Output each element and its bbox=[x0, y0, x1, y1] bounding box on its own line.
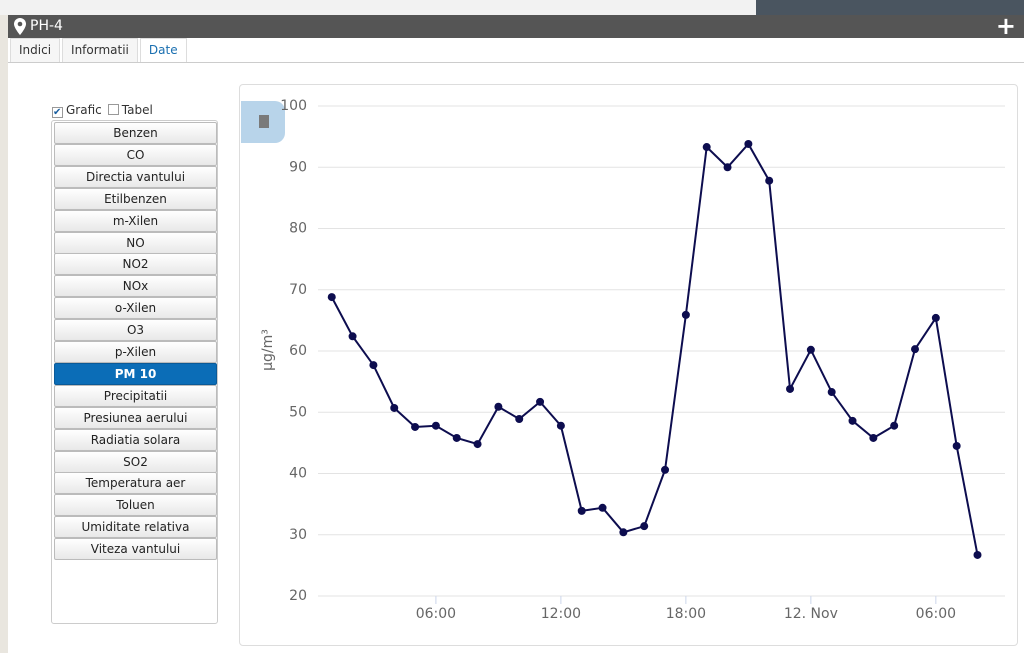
window-header: PH-4 + bbox=[8, 12, 1024, 40]
parameter-button[interactable]: NO2 bbox=[54, 253, 217, 276]
data-point bbox=[577, 506, 586, 515]
data-point bbox=[515, 414, 524, 423]
checkbox-label: Grafic bbox=[66, 103, 102, 117]
menu-icon bbox=[259, 115, 269, 128]
expand-button[interactable]: + bbox=[995, 12, 1016, 40]
x-tick-label: 06:00 bbox=[416, 606, 456, 622]
data-point bbox=[931, 313, 940, 322]
data-point bbox=[369, 361, 378, 370]
pin-icon bbox=[14, 18, 26, 35]
data-point bbox=[494, 402, 503, 411]
data-point bbox=[973, 550, 982, 559]
tab[interactable]: Date bbox=[139, 38, 187, 62]
parameter-button[interactable]: Toluen bbox=[54, 494, 217, 517]
checkbox-option[interactable]: ✔ Grafic bbox=[52, 103, 102, 118]
parameter-button[interactable]: m-Xilen bbox=[54, 209, 217, 232]
checkbox-label: Tabel bbox=[121, 103, 153, 117]
data-point bbox=[327, 293, 336, 302]
data-point bbox=[348, 332, 357, 341]
x-tick-label: 12:00 bbox=[541, 606, 581, 622]
data-point bbox=[640, 522, 649, 531]
y-tick-label: 80 bbox=[289, 221, 307, 237]
data-point bbox=[890, 421, 899, 430]
parameter-button[interactable]: SO2 bbox=[54, 450, 217, 473]
background-image bbox=[756, 0, 1024, 15]
y-tick-label: 100 bbox=[280, 98, 307, 114]
y-axis-label: µg/m³ bbox=[260, 329, 276, 371]
data-point bbox=[827, 388, 836, 397]
parameter-button[interactable]: o-Xilen bbox=[54, 297, 217, 320]
parameter-button[interactable]: NO bbox=[54, 231, 217, 254]
parameter-button[interactable]: p-Xilen bbox=[54, 341, 217, 363]
y-tick-label: 40 bbox=[289, 466, 307, 482]
data-point bbox=[911, 345, 920, 354]
data-point bbox=[681, 310, 690, 319]
y-tick-label: 30 bbox=[289, 527, 307, 543]
data-point bbox=[390, 403, 399, 412]
data-point bbox=[723, 163, 732, 172]
window-title: PH-4 bbox=[30, 18, 63, 34]
checkbox-option[interactable]: Tabel bbox=[107, 103, 153, 117]
data-point bbox=[744, 139, 753, 148]
data-point bbox=[452, 433, 461, 442]
parameter-button[interactable]: Benzen bbox=[54, 122, 217, 144]
parameter-button[interactable]: Precipitatii bbox=[54, 384, 217, 407]
data-line bbox=[330, 142, 979, 556]
checkbox[interactable] bbox=[107, 104, 119, 115]
data-point bbox=[473, 440, 482, 449]
tab[interactable]: Informatii bbox=[62, 38, 138, 62]
parameter-button[interactable]: Etilbenzen bbox=[54, 187, 217, 210]
data-point bbox=[869, 433, 878, 442]
data-point bbox=[536, 397, 545, 406]
data-point bbox=[411, 422, 420, 431]
chart-container bbox=[239, 84, 1018, 646]
x-tick-label: 18:00 bbox=[666, 606, 706, 622]
y-tick-label: 90 bbox=[289, 159, 307, 175]
data-point bbox=[806, 345, 815, 354]
parameter-button[interactable]: Directia vantului bbox=[54, 165, 217, 188]
parameter-button[interactable]: CO bbox=[54, 143, 217, 166]
tab[interactable]: Indici bbox=[10, 38, 61, 62]
parameter-button[interactable]: O3 bbox=[54, 319, 217, 342]
data-point bbox=[765, 176, 774, 185]
data-point bbox=[598, 503, 607, 512]
parameter-button[interactable]: Presiunea aerului bbox=[54, 406, 217, 429]
parameter-button[interactable]: Temperatura aer bbox=[54, 472, 217, 495]
data-point bbox=[786, 384, 795, 393]
data-point bbox=[848, 416, 857, 425]
view-options: ✔ Grafic Tabel bbox=[52, 103, 159, 118]
parameter-button[interactable]: Umiditate relativa bbox=[54, 516, 217, 539]
y-tick-label: 20 bbox=[289, 588, 307, 604]
checkbox[interactable]: ✔ bbox=[52, 107, 63, 118]
data-point bbox=[556, 421, 565, 430]
x-tick-label: 06:00 bbox=[916, 606, 956, 622]
map-strip bbox=[0, 15, 8, 653]
data-point bbox=[952, 441, 961, 450]
data-point bbox=[661, 465, 670, 474]
parameter-button[interactable]: PM 10 bbox=[54, 362, 217, 385]
y-tick-label: 70 bbox=[289, 282, 307, 298]
parameter-button[interactable]: Viteza vantului bbox=[54, 538, 217, 561]
x-tick-label: 12. Nov bbox=[784, 606, 838, 622]
data-point bbox=[619, 528, 628, 537]
data-point bbox=[431, 421, 440, 430]
y-tick-label: 60 bbox=[289, 343, 307, 359]
parameter-button[interactable]: Radiatia solara bbox=[54, 428, 217, 451]
parameter-list: Benzen CO Directia vantului Etilbenzen m-Xil… bbox=[51, 120, 218, 624]
tab-bar: Indici Informatii Date bbox=[8, 38, 1024, 63]
y-tick-label: 50 bbox=[289, 404, 307, 420]
parameter-button[interactable]: NOx bbox=[54, 275, 217, 298]
data-point bbox=[702, 143, 711, 152]
menu-tab[interactable] bbox=[241, 101, 285, 143]
